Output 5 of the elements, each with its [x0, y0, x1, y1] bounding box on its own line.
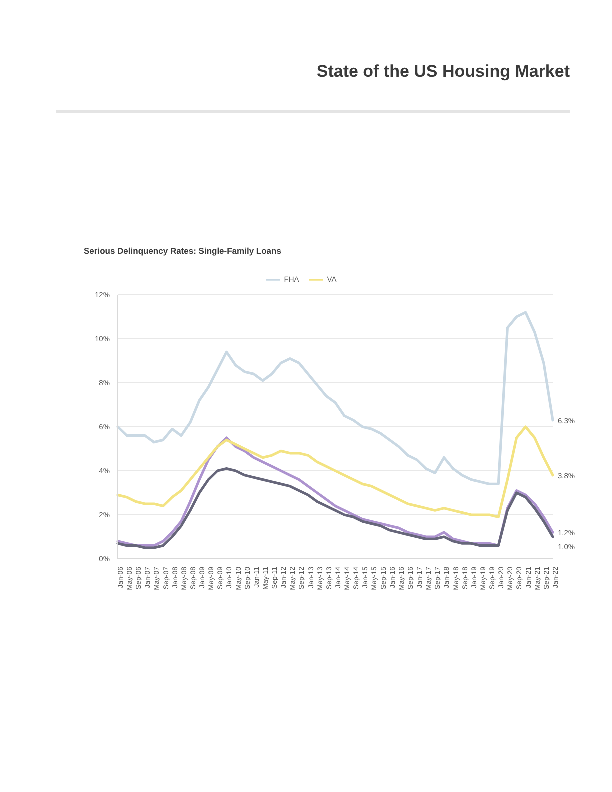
line-series — [116, 311, 554, 486]
chart-title: State of the US Housing Market — [316, 62, 570, 82]
line-series — [116, 468, 554, 550]
line-series — [116, 426, 554, 518]
chart-subtitle: Serious Delinquency Rates: Single-Family Loans — [84, 246, 282, 256]
